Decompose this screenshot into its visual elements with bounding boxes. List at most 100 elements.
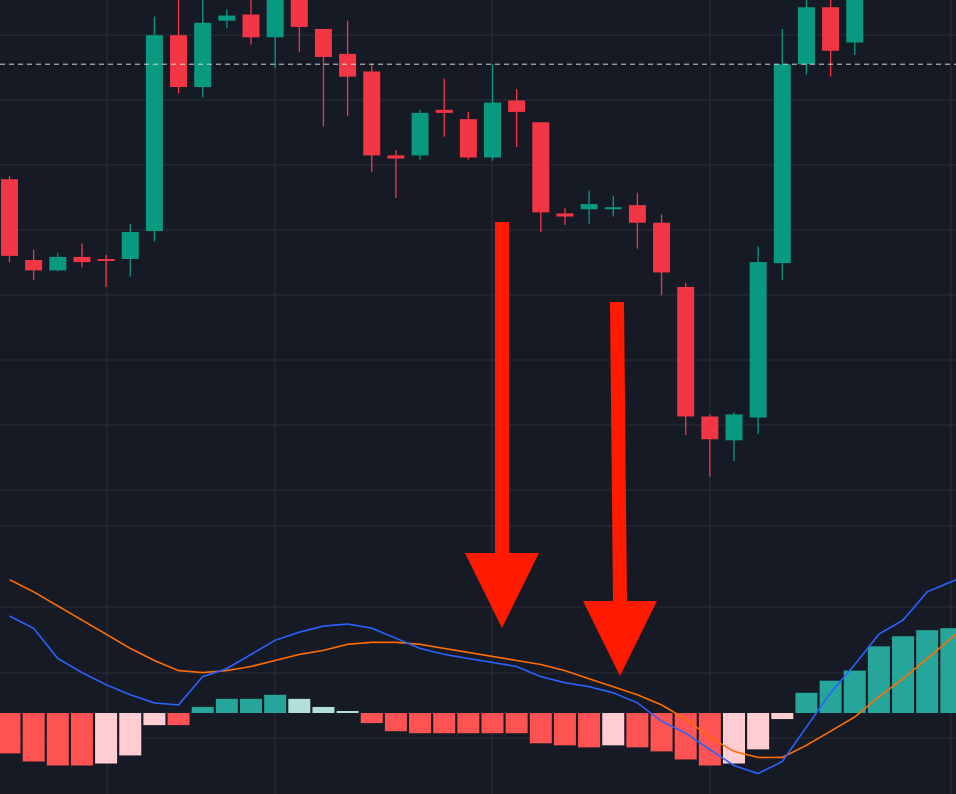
macd-histogram-bar[interactable] [529,713,552,744]
candle[interactable] [170,0,188,94]
candle[interactable] [628,192,646,249]
candle-body[interactable] [314,29,332,57]
candle-body[interactable] [194,22,212,88]
candle-body[interactable] [749,262,767,418]
candle[interactable] [218,9,236,28]
candle-body[interactable] [532,122,550,213]
candle[interactable] [773,29,791,280]
candle[interactable] [387,150,405,198]
macd-histogram-bar[interactable] [336,710,359,713]
macd-histogram-bar[interactable] [215,698,238,713]
candle[interactable] [846,0,864,55]
candle-body[interactable] [73,256,91,263]
macd-histogram-bar[interactable] [46,713,69,766]
macd-histogram-bar[interactable] [95,713,118,764]
candle[interactable] [435,78,453,137]
candle-body[interactable] [242,14,260,38]
macd-histogram-bar[interactable] [119,713,142,756]
macd-histogram-bar[interactable] [626,713,649,748]
candle[interactable] [749,246,767,435]
candle-body[interactable] [653,222,671,273]
candle[interactable] [97,254,115,287]
macd-histogram-bar[interactable] [505,713,528,734]
macd-histogram-bar[interactable] [771,713,794,720]
candle-body[interactable] [97,259,115,261]
macd-histogram-bar[interactable] [143,713,166,726]
macd-line[interactable] [9,572,956,775]
candle-body[interactable] [435,109,453,113]
candle-body[interactable] [797,7,815,65]
candle[interactable] [339,20,357,117]
signal-line[interactable] [9,578,956,759]
candle[interactable] [797,0,815,75]
candle-body[interactable] [484,102,501,158]
macd-histogram-bar[interactable] [892,636,915,713]
macd-histogram-bar[interactable] [602,713,625,746]
candle-body[interactable] [218,15,236,21]
candle[interactable] [653,214,671,296]
macd-histogram-bar[interactable] [698,713,721,766]
candle-body[interactable] [121,232,139,259]
candle[interactable] [194,0,212,98]
macd-histogram-bar[interactable] [312,706,335,713]
macd-histogram-bar[interactable] [795,692,818,713]
candle[interactable] [411,109,429,160]
candle[interactable] [49,252,67,272]
macd-histogram-bar[interactable] [940,628,956,713]
candle-body[interactable] [677,286,695,417]
candle[interactable] [701,414,719,477]
candle-body[interactable] [459,119,477,158]
candle-body[interactable] [508,100,526,112]
candle[interactable] [314,29,332,127]
candle[interactable] [532,122,550,233]
candle-body[interactable] [411,112,429,156]
candle-body[interactable] [387,155,405,159]
candle[interactable] [822,0,840,77]
candle-body[interactable] [580,204,598,210]
candle[interactable] [508,89,526,148]
macd-histogram-bar[interactable] [384,713,407,732]
macd-histogram-bar[interactable] [167,713,190,726]
candle-body[interactable] [628,205,646,223]
candle[interactable] [459,111,477,160]
macd-histogram-bar[interactable] [191,706,214,713]
candle-body[interactable] [701,416,719,440]
candle-body[interactable] [266,0,284,38]
candle-body[interactable] [49,256,67,271]
macd-histogram-bar[interactable] [457,713,480,734]
candle-body[interactable] [556,213,574,217]
candle[interactable] [484,64,501,161]
candle[interactable] [556,208,574,225]
macd-histogram-bar[interactable] [916,630,939,713]
candle-body[interactable] [170,35,188,88]
candle[interactable] [363,64,381,172]
macd-histogram-bar[interactable] [240,698,262,713]
macd-histogram-bar[interactable] [747,713,770,750]
candle[interactable] [25,249,43,280]
candle[interactable] [580,190,598,224]
macd-histogram-bar[interactable] [723,713,745,764]
macd-histogram-bar[interactable] [70,713,93,766]
candle-body[interactable] [822,7,840,51]
macd-histogram-bar[interactable] [0,713,21,754]
candle-body[interactable] [145,35,163,232]
macd-histogram-bar[interactable] [481,713,504,734]
candle-body[interactable] [604,207,622,210]
candle[interactable] [242,0,260,45]
candle[interactable] [604,195,622,217]
candle[interactable] [725,412,743,462]
candle[interactable] [1,176,18,263]
candle-body[interactable] [363,71,381,156]
candle[interactable] [266,0,284,69]
candle-body[interactable] [846,0,864,43]
macd-pane[interactable] [0,572,956,775]
macd-histogram-bar[interactable] [264,694,287,713]
candle[interactable] [677,282,695,436]
macd-histogram-bar[interactable] [867,646,890,713]
macd-histogram-bar[interactable] [409,713,432,734]
candle-body[interactable] [1,179,18,256]
candle[interactable] [290,0,308,52]
macd-histogram-bar[interactable] [674,713,697,760]
macd-histogram-bar[interactable] [288,698,311,713]
macd-histogram-bar[interactable] [650,713,673,752]
